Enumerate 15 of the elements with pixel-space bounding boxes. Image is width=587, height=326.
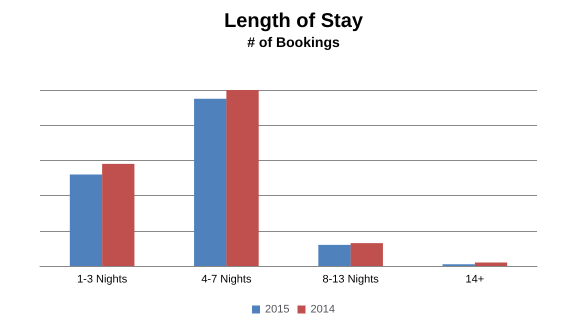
bar <box>70 174 102 266</box>
bar <box>318 244 351 266</box>
x-tick-label: 1-3 Nights <box>77 274 128 286</box>
bar <box>350 243 383 266</box>
bar <box>474 262 508 266</box>
x-tick-label: 4-7 Nights <box>201 274 252 286</box>
x-tick-label: 14+ <box>466 274 484 286</box>
chart-subtitle: # of Bookings <box>247 34 340 50</box>
bar <box>226 90 259 266</box>
x-tick-label: 8-13 Nights <box>322 274 380 286</box>
chart-title: Length of Stay <box>224 10 364 32</box>
bar <box>194 98 226 266</box>
legend-label: 2014 <box>310 304 335 316</box>
bar <box>102 164 134 266</box>
legend-label: 2015 <box>265 304 290 316</box>
